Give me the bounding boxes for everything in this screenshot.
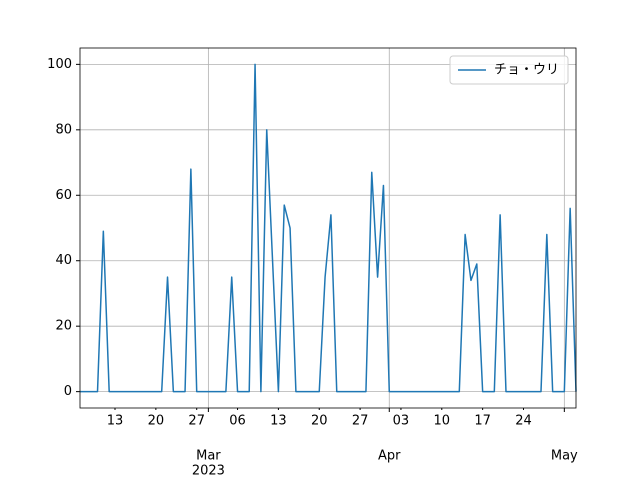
x-tick-label: 20 — [311, 414, 328, 429]
y-tick-label: 80 — [55, 122, 72, 137]
x-tick-label: 27 — [188, 414, 205, 429]
y-tick-label: 100 — [47, 57, 72, 72]
x-tick-label: 20 — [148, 414, 165, 429]
x-tick-label: 13 — [107, 414, 124, 429]
y-tick-label: 60 — [55, 188, 72, 203]
x-tick-label: Apr — [378, 449, 401, 464]
x-tick-label: 13 — [270, 414, 287, 429]
x-tick-label: 24 — [515, 414, 532, 429]
x-year-label: 2023 — [192, 464, 225, 479]
y-tick-label: 0 — [64, 384, 72, 399]
x-tick-label: 27 — [352, 414, 369, 429]
data-line — [80, 63, 577, 393]
y-tick-label: 40 — [55, 253, 72, 268]
plot-frame — [79, 47, 577, 409]
legend-label: チョ・ウリ — [494, 63, 559, 78]
x-tick-label: May — [551, 449, 578, 464]
y-tick-label: 20 — [55, 319, 72, 334]
x-tick-label: 17 — [474, 414, 491, 429]
x-tick-label: 06 — [229, 414, 246, 429]
x-tick-label: 03 — [393, 414, 410, 429]
x-tick-label: Mar — [196, 449, 221, 464]
legend-box — [449, 55, 569, 85]
x-tick-label: 10 — [434, 414, 451, 429]
